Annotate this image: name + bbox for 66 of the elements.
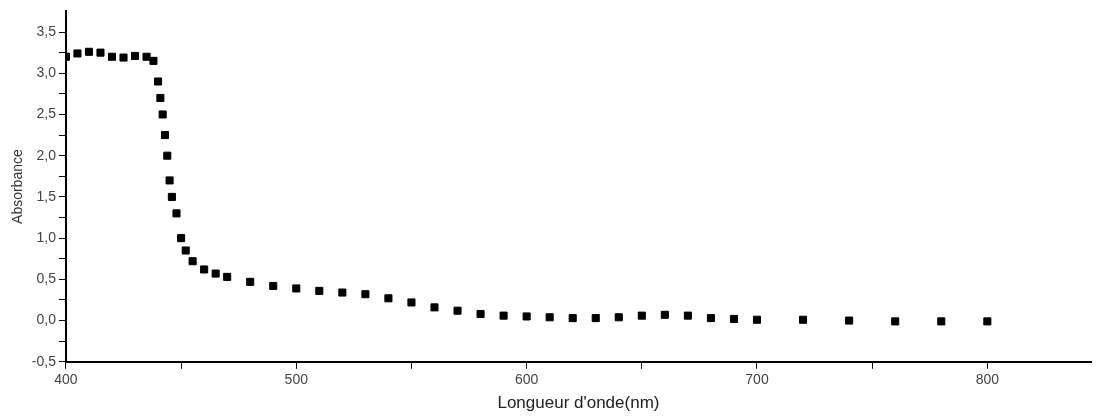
y-tick-label: 1,0: [36, 228, 57, 245]
point: [891, 317, 900, 326]
point: [683, 311, 692, 320]
x-axis-title: Longueur d'onde(nm): [497, 393, 660, 413]
point: [223, 272, 232, 281]
y-tick-label: 3,5: [36, 22, 57, 39]
point: [292, 284, 301, 293]
point: [107, 52, 117, 61]
point: [269, 281, 278, 290]
x-tick-label: 400: [54, 371, 78, 388]
point: [361, 290, 370, 299]
point: [119, 53, 128, 62]
point: [84, 47, 93, 56]
point: [163, 151, 172, 160]
point: [142, 52, 151, 61]
point: [73, 49, 82, 58]
point: [160, 131, 170, 140]
point: [799, 315, 808, 324]
point: [158, 110, 167, 119]
point: [545, 313, 554, 322]
point: [983, 317, 992, 326]
y-tick-label: 1,5: [36, 187, 57, 204]
x-tick-label: 600: [514, 371, 539, 388]
y-tick-label: -0,5: [31, 352, 57, 369]
point: [384, 294, 393, 303]
point: [188, 257, 197, 266]
point: [154, 77, 163, 86]
point: [591, 314, 600, 323]
point: [177, 234, 186, 243]
point: [149, 56, 158, 65]
point: [614, 313, 623, 322]
point: [499, 311, 508, 320]
y-tick-label: 2,0: [36, 146, 57, 163]
point: [752, 315, 762, 324]
y-tick-label: 3,0: [36, 64, 57, 81]
y-tick-label: 2,5: [36, 105, 57, 122]
point: [315, 286, 324, 295]
point: [156, 93, 165, 103]
point: [96, 48, 105, 57]
point: [568, 314, 577, 323]
point: [211, 269, 220, 278]
point: [476, 309, 485, 319]
y-axis-title: Absorbance: [9, 149, 26, 224]
point: [453, 306, 462, 315]
point: [407, 298, 416, 307]
point: [845, 316, 854, 325]
point: [181, 246, 190, 255]
point: [729, 314, 738, 323]
point: [430, 303, 439, 312]
point: [165, 176, 174, 185]
y-tick-label: 0,0: [36, 311, 57, 328]
point: [706, 314, 715, 323]
point: [338, 288, 347, 297]
point: [637, 311, 646, 320]
point: [131, 51, 140, 60]
y-tick-label: 0,5: [36, 270, 57, 287]
point: [937, 317, 946, 326]
point: [660, 310, 669, 319]
point: [172, 209, 181, 218]
x-tick-label: 700: [745, 371, 769, 388]
x-tick-label: 800: [975, 371, 1000, 388]
point: [522, 312, 531, 321]
point: [200, 265, 209, 274]
x-tick-label: 500: [284, 371, 309, 388]
point: [246, 277, 255, 286]
point: [167, 192, 176, 201]
